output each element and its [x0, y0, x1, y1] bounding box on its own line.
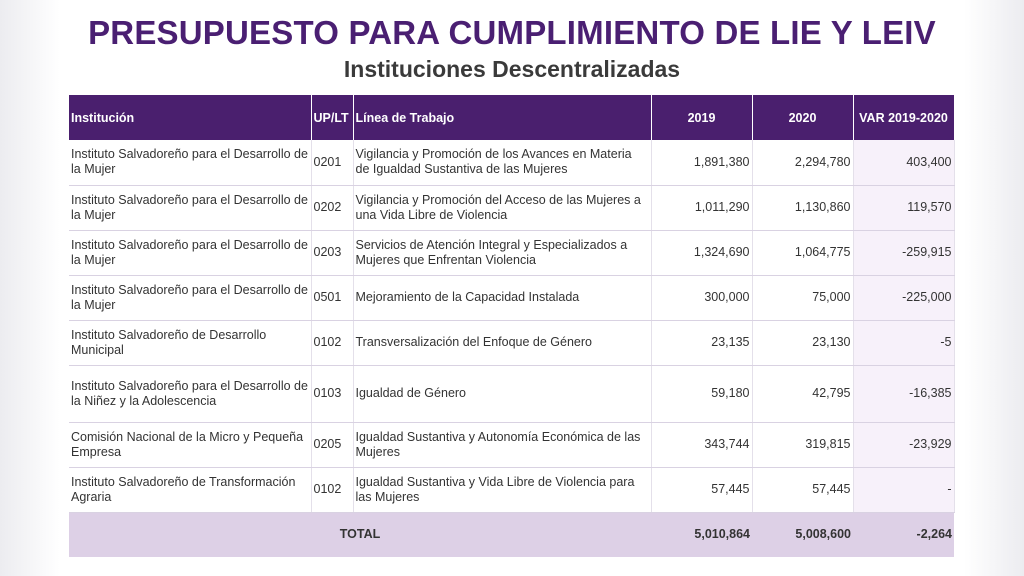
cell-institucion: Comisión Nacional de la Micro y Pequeña … [69, 422, 312, 468]
cell-variation: - [853, 467, 955, 513]
header-up-lt: UP/LT [311, 95, 354, 140]
cell-up-lt: 0203 [311, 230, 354, 276]
cell-variation: -16,385 [853, 365, 955, 423]
header-2019: 2019 [651, 95, 753, 140]
cell-institucion: Instituto Salvadoreño para el Desarrollo… [69, 140, 312, 186]
cell-2019: 1,891,380 [651, 140, 753, 186]
cell-institucion: Instituto Salvadoreño para el Desarrollo… [69, 230, 312, 276]
cell-2019: 300,000 [651, 275, 753, 321]
cell-up-lt: 0102 [311, 320, 354, 366]
page-subtitle: Instituciones Descentralizadas [343, 56, 681, 82]
table-row: Instituto Salvadoreño para el Desarrollo… [69, 185, 955, 231]
cell-linea-de-trabajo: Igualdad Sustantiva y Autonomía Económic… [353, 422, 652, 468]
cell-2019: 1,324,690 [651, 230, 753, 276]
cell-linea-de-trabajo: Vigilancia y Promoción de los Avances en… [353, 140, 652, 186]
table-row: Instituto Salvadoreño de Desarrollo Muni… [69, 320, 955, 366]
page-title: PRESUPUESTO PARA CUMPLIMIENTO DE LIE Y L… [88, 14, 936, 51]
header-2020: 2020 [752, 95, 854, 140]
cell-2020: 23,130 [752, 320, 854, 366]
cell-2020: 42,795 [752, 365, 854, 423]
cell-2019: 23,135 [651, 320, 753, 366]
cell-2020: 1,130,860 [752, 185, 854, 231]
budget-table: Institución UP/LT Línea de Trabajo 2019 … [69, 95, 955, 557]
cell-2020: 2,294,780 [752, 140, 854, 186]
total-variation: -2,264 [853, 512, 954, 557]
cell-linea-de-trabajo: Igualdad de Género [353, 365, 652, 423]
cell-variation: -259,915 [853, 230, 955, 276]
table-row: Instituto Salvadoreño para el Desarrollo… [69, 365, 955, 423]
cell-variation: -5 [853, 320, 955, 366]
cell-institucion: Instituto Salvadoreño para el Desarrollo… [69, 275, 312, 321]
table-row: Instituto Salvadoreño para el Desarrollo… [69, 140, 955, 186]
table-row: Instituto Salvadoreño para el Desarrollo… [69, 275, 955, 321]
cell-2020: 75,000 [752, 275, 854, 321]
cell-institucion: Instituto Salvadoreño de Desarrollo Muni… [69, 320, 312, 366]
cell-variation: -23,929 [853, 422, 955, 468]
cell-variation: 119,570 [853, 185, 955, 231]
total-row: TOTAL 5,010,864 5,008,600 -2,264 [69, 512, 954, 557]
cell-up-lt: 0103 [311, 365, 354, 423]
cell-2020: 57,445 [752, 467, 854, 513]
table-row: Instituto Salvadoreño para el Desarrollo… [69, 230, 955, 276]
cell-2020: 1,064,775 [752, 230, 854, 276]
cell-up-lt: 0201 [311, 140, 354, 186]
cell-up-lt: 0205 [311, 422, 354, 468]
cell-up-lt: 0202 [311, 185, 354, 231]
left-edge-shade [0, 0, 60, 576]
total-label: TOTAL [69, 512, 651, 557]
total-2019: 5,010,864 [651, 512, 752, 557]
cell-institucion: Instituto Salvadoreño de Transformación … [69, 467, 312, 513]
header-var-2019-2020: VAR 2019-2020 [853, 95, 955, 140]
right-edge-shade [964, 0, 1024, 576]
table-row: Instituto Salvadoreño de Transformación … [69, 467, 955, 513]
total-2020: 5,008,600 [752, 512, 853, 557]
header-institucion: Institución [69, 95, 312, 140]
cell-variation: -225,000 [853, 275, 955, 321]
header-linea-de-trabajo: Línea de Trabajo [353, 95, 652, 140]
cell-2019: 59,180 [651, 365, 753, 423]
cell-linea-de-trabajo: Mejoramiento de la Capacidad Instalada [353, 275, 652, 321]
cell-institucion: Instituto Salvadoreño para el Desarrollo… [69, 185, 312, 231]
cell-2019: 57,445 [651, 467, 753, 513]
cell-2020: 319,815 [752, 422, 854, 468]
cell-2019: 1,011,290 [651, 185, 753, 231]
table-header-row: Institución UP/LT Línea de Trabajo 2019 … [69, 95, 955, 140]
cell-linea-de-trabajo: Igualdad Sustantiva y Vida Libre de Viol… [353, 467, 652, 513]
cell-linea-de-trabajo: Servicios de Atención Integral y Especia… [353, 230, 652, 276]
cell-institucion: Instituto Salvadoreño para el Desarrollo… [69, 365, 312, 423]
cell-2019: 343,744 [651, 422, 753, 468]
cell-up-lt: 0501 [311, 275, 354, 321]
table-row: Comisión Nacional de la Micro y Pequeña … [69, 422, 955, 468]
cell-variation: 403,400 [853, 140, 955, 186]
cell-up-lt: 0102 [311, 467, 354, 513]
cell-linea-de-trabajo: Vigilancia y Promoción del Acceso de las… [353, 185, 652, 231]
cell-linea-de-trabajo: Transversalización del Enfoque de Género [353, 320, 652, 366]
